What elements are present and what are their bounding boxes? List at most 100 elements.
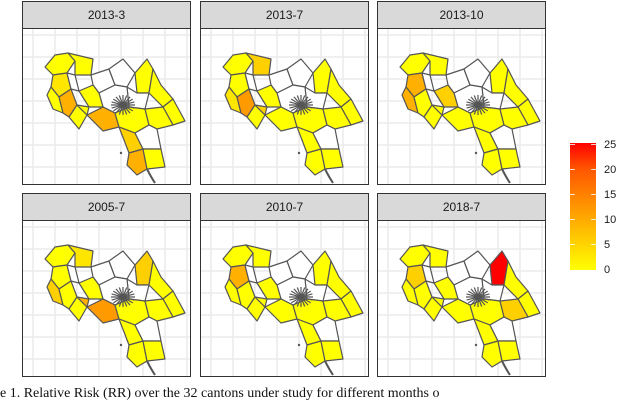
colorbar-tick — [570, 244, 575, 245]
colorbar-tick — [570, 219, 575, 220]
map-plot — [378, 221, 545, 376]
canton-region — [312, 124, 340, 150]
canton-region — [46, 278, 64, 306]
costa-rica-map — [201, 29, 368, 184]
canton-region — [245, 244, 272, 268]
map-plot — [201, 221, 368, 376]
canton-region — [401, 86, 419, 114]
canton-region — [76, 296, 90, 308]
facet-strip: 2013-3 — [23, 2, 190, 29]
canton-region — [422, 52, 449, 76]
colorbar-tick — [570, 169, 575, 170]
facet-panel-2013-7: 2013-7 — [200, 1, 369, 185]
facet-panel-2013-3: 2013-3 — [22, 1, 191, 185]
canton-region — [401, 278, 419, 306]
canton-region — [286, 58, 314, 88]
colorbar-label: 5 — [604, 239, 611, 251]
colorbar-tick — [591, 244, 596, 245]
map-plot — [378, 29, 545, 184]
figure-caption: e 1. Relative Risk (RR) over the 32 cant… — [0, 386, 440, 401]
canton-region — [126, 148, 148, 176]
canton-region — [224, 86, 242, 114]
colorbar-label: 15 — [604, 189, 617, 201]
canton-region — [503, 260, 529, 300]
canton-region — [499, 298, 529, 322]
canton-region — [489, 124, 517, 150]
canton-region — [320, 340, 344, 362]
canton-region — [78, 84, 104, 108]
colorbar-label: 25 — [604, 139, 617, 151]
facet-strip: 2013-7 — [201, 2, 368, 29]
facet-strip: 2010-7 — [201, 194, 368, 221]
canton-region — [67, 52, 94, 76]
canton-region — [433, 276, 459, 300]
canton-region — [134, 316, 162, 342]
canton-region — [497, 148, 521, 170]
canton-region — [108, 58, 136, 88]
canton-region — [312, 316, 340, 342]
canton-region — [256, 84, 282, 108]
facet-strip: 2018-7 — [378, 194, 545, 221]
colorbar-label: 10 — [604, 214, 617, 226]
canton-region — [144, 106, 174, 130]
facet-panel-2005-7: 2005-7 — [22, 193, 191, 377]
canton-region — [431, 296, 445, 308]
canton-region — [76, 104, 90, 116]
canton-region — [142, 148, 166, 170]
colorbar-label: 0 — [604, 264, 611, 276]
facet-panel-2010-7: 2010-7 — [200, 193, 369, 377]
map-plot — [201, 29, 368, 184]
canton-region — [245, 52, 272, 76]
canton-region — [256, 276, 282, 300]
canton-region — [497, 340, 521, 362]
costa-rica-map — [23, 29, 190, 184]
canton-region — [481, 340, 503, 368]
colorbar-tick — [570, 194, 575, 195]
facet-strip: 2005-7 — [23, 194, 190, 221]
canton-region — [463, 250, 491, 280]
facet-panel-2013-10: 2013-10 — [377, 1, 546, 185]
map-plot — [23, 29, 190, 184]
colorbar-legend — [570, 143, 596, 270]
canton-region — [489, 316, 517, 342]
canton-region — [499, 106, 529, 130]
canton-region — [148, 68, 174, 108]
costa-rica-map — [378, 221, 545, 376]
facet-panel-2018-7: 2018-7 — [377, 193, 546, 377]
canton-region — [463, 58, 491, 88]
canton-region — [142, 340, 166, 362]
canton-region — [286, 250, 314, 280]
canton-region — [108, 250, 136, 280]
facet-strip: 2013-10 — [378, 2, 545, 29]
canton-region — [304, 148, 326, 176]
canton-region — [431, 104, 445, 116]
canton-region — [322, 106, 352, 130]
canton-region — [503, 68, 529, 108]
colorbar-tick — [591, 169, 596, 170]
canton-region — [78, 276, 104, 300]
canton-region — [433, 84, 459, 108]
canton-region — [148, 260, 174, 300]
colorbar-tick — [591, 194, 596, 195]
canton-region — [481, 148, 503, 176]
canton-region — [134, 124, 162, 150]
colorbar-label: 20 — [604, 164, 617, 176]
map-plot — [23, 221, 190, 376]
canton-region — [254, 296, 268, 308]
canton-region — [144, 298, 174, 322]
canton-region — [67, 244, 94, 268]
colorbar-tick — [570, 144, 575, 145]
costa-rica-map — [23, 221, 190, 376]
canton-region — [254, 104, 268, 116]
canton-region — [326, 260, 352, 300]
colorbar-tick — [591, 144, 596, 145]
canton-region — [46, 86, 64, 114]
canton-region — [126, 340, 148, 368]
canton-region — [326, 68, 352, 108]
canton-region — [224, 278, 242, 306]
costa-rica-map — [378, 29, 545, 184]
canton-region — [322, 298, 352, 322]
canton-region — [320, 148, 344, 170]
canton-region — [304, 340, 326, 368]
colorbar-tick — [591, 219, 596, 220]
